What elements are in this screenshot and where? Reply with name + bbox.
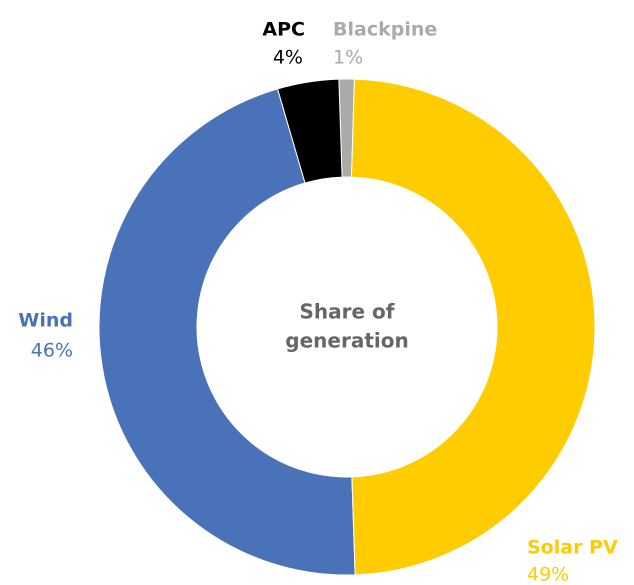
donut-slice [98,88,356,576]
value-label: 46% [31,340,73,362]
value-label: 49% [527,564,569,585]
value-label: 4% [273,47,303,69]
slice-label: Solar PV [527,537,618,559]
slice-label: APC [262,19,305,41]
donut-slice [350,78,596,576]
value-label: 1% [333,47,363,69]
center-text: Share of [300,300,395,324]
donut-slice [276,78,343,184]
slice-label: Blackpine [333,19,437,41]
center-text: generation [285,329,408,353]
slice-label: Wind [18,310,73,332]
